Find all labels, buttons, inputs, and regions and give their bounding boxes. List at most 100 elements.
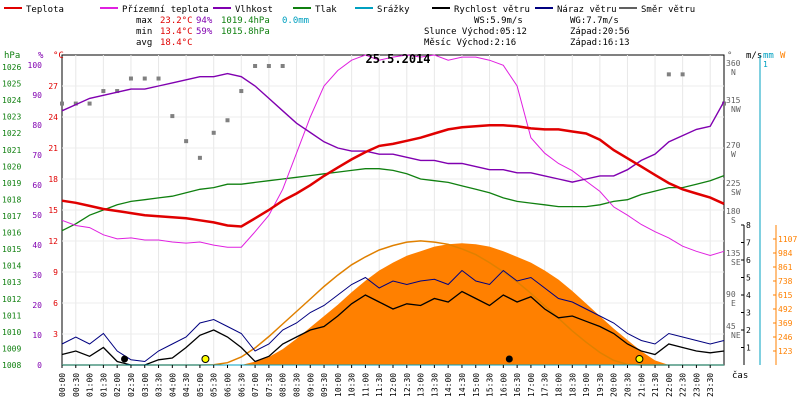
moon-rise-marker (121, 355, 129, 363)
x-tick-label: 06:30 (237, 373, 246, 397)
unit-degc: °C (53, 51, 64, 61)
stat-max-press: 1019.4hPa (221, 16, 270, 26)
sun-rise-marker (201, 355, 210, 363)
unit-cas: čas (732, 370, 748, 381)
x-tick-label: 03:00 (141, 373, 150, 397)
pressure-tick-label: 1017 (2, 212, 21, 221)
solar-tick-label: 984 (778, 249, 793, 258)
x-axis: 00:00 00:30 01:00 01:30 02:00 02:30 03:00 03:30… (58, 365, 715, 397)
wind-tick-label: 7 (746, 239, 751, 248)
pressure-tick-label: 1015 (2, 245, 21, 254)
left-axes: 1026102510241023102210211020101910181017… (2, 61, 58, 370)
legend-label-srazky: Srážky (377, 5, 410, 15)
wind-direction-point (280, 64, 285, 68)
legend-label-smer: Směr větru (641, 5, 695, 15)
x-tick-label: 08:00 (279, 373, 288, 397)
x-tick-label: 19:00 (582, 373, 591, 397)
x-tick-label: 04:00 (168, 373, 177, 397)
wind-direction-point (666, 72, 671, 77)
stat-max-temp: 23.2°C (160, 16, 193, 26)
humidity-tick-label: 60 (32, 181, 42, 190)
humidity-tick-label: 90 (32, 91, 42, 100)
wind-direction-point (211, 130, 216, 135)
humidity-tick-label: 20 (32, 301, 42, 310)
stat-moon-rise: Měsíc Východ:2:16 (424, 38, 516, 48)
direction-compass-label: E (731, 299, 736, 308)
stat-sun-set: Západ:20:56 (570, 27, 630, 37)
x-tick-label: 07:00 (251, 373, 260, 397)
legend-label-tlak: Tlak (315, 5, 337, 15)
temperature-line (61, 124, 725, 228)
x-tick-label: 05:00 (196, 373, 205, 397)
stat-avg-temp: 18.4°C (160, 38, 193, 48)
x-tick-label: 12:30 (403, 373, 412, 397)
solar-tick-label: 1107 (778, 235, 797, 244)
unit-w: W (780, 51, 786, 61)
x-tick-label: 13:00 (417, 373, 426, 397)
pressure-tick-label: 1025 (2, 80, 21, 89)
wind-direction-point (722, 101, 726, 106)
x-tick-label: 15:00 (472, 373, 481, 397)
wind-direction-point (73, 101, 78, 106)
wind-direction-point (197, 155, 202, 160)
x-tick-label: 20:00 (610, 373, 619, 397)
stat-ws: WS:5.9m/s (474, 16, 523, 26)
x-tick-label: 01:30 (99, 373, 108, 397)
direction-tick-label: 225 (726, 179, 741, 188)
direction-tick-label: 180 (726, 207, 741, 216)
wind-tick-label: 4 (746, 291, 751, 300)
temperature-tick-label: 9 (53, 268, 58, 277)
wind-speed-line (61, 290, 725, 366)
x-tick-label: 11:30 (375, 373, 384, 397)
pressure-tick-label: 1012 (2, 295, 21, 304)
wind-tick-label: 6 (746, 256, 751, 265)
stat-moon-set: Západ:16:13 (570, 38, 630, 48)
x-tick-label: 23:00 (692, 373, 701, 397)
humidity-tick-label: 100 (28, 61, 43, 70)
direction-compass-label: SW (731, 188, 741, 197)
pressure-tick-label: 1016 (2, 229, 21, 238)
temperature-tick-label: 12 (48, 237, 58, 246)
humidity-tick-label: 50 (32, 211, 42, 220)
pressure-tick-label: 1013 (2, 278, 21, 287)
wind-direction-point (680, 72, 685, 77)
rain-tick-label: 1 (763, 60, 768, 69)
pressure-tick-label: 1009 (2, 344, 21, 353)
direction-tick-label: 45 (726, 322, 736, 331)
x-tick-label: 23:30 (706, 373, 715, 397)
x-tick-label: 08:30 (292, 373, 301, 397)
solar-tick-label: 246 (778, 333, 793, 342)
humidity-tick-label: 10 (32, 331, 42, 340)
x-tick-label: 09:30 (320, 373, 329, 397)
unit-deg: ° (727, 51, 732, 61)
temperature-tick-label: 15 (48, 206, 58, 215)
direction-compass-label: W (731, 150, 736, 159)
x-tick-label: 12:00 (389, 373, 398, 397)
wind-direction-point (253, 64, 258, 68)
x-tick-label: 13:30 (430, 373, 439, 397)
unit-hpa: hPa (4, 51, 20, 61)
x-tick-label: 22:00 (665, 373, 674, 397)
unit-mm: mm (763, 51, 774, 61)
x-tick-label: 16:00 (499, 373, 508, 397)
wind-tick-label: 8 (746, 221, 751, 230)
direction-compass-label: SE (731, 258, 741, 267)
wind-direction-point (128, 76, 133, 81)
wind-direction-point (225, 118, 230, 123)
direction-tick-label: 270 (726, 141, 741, 150)
stat-min-temp: 13.4°C (160, 27, 193, 37)
wind-gust-line (61, 269, 725, 363)
x-tick-label: 20:30 (623, 373, 632, 397)
ground-temperature-line (61, 54, 725, 257)
wind-direction-point (101, 89, 106, 94)
direction-compass-label: S (731, 216, 736, 225)
legend: Teplota Přízemní teplota Vlhkost Tlak Srážky… (4, 5, 695, 15)
pressure-tick-label: 1026 (2, 63, 21, 72)
temperature-tick-label: 27 (48, 82, 58, 91)
stat-sun-rise: Slunce Východ:05:12 (424, 27, 527, 37)
solar-tick-label: 861 (778, 263, 793, 272)
humidity-line (61, 72, 725, 183)
pressure-tick-label: 1018 (2, 195, 21, 204)
